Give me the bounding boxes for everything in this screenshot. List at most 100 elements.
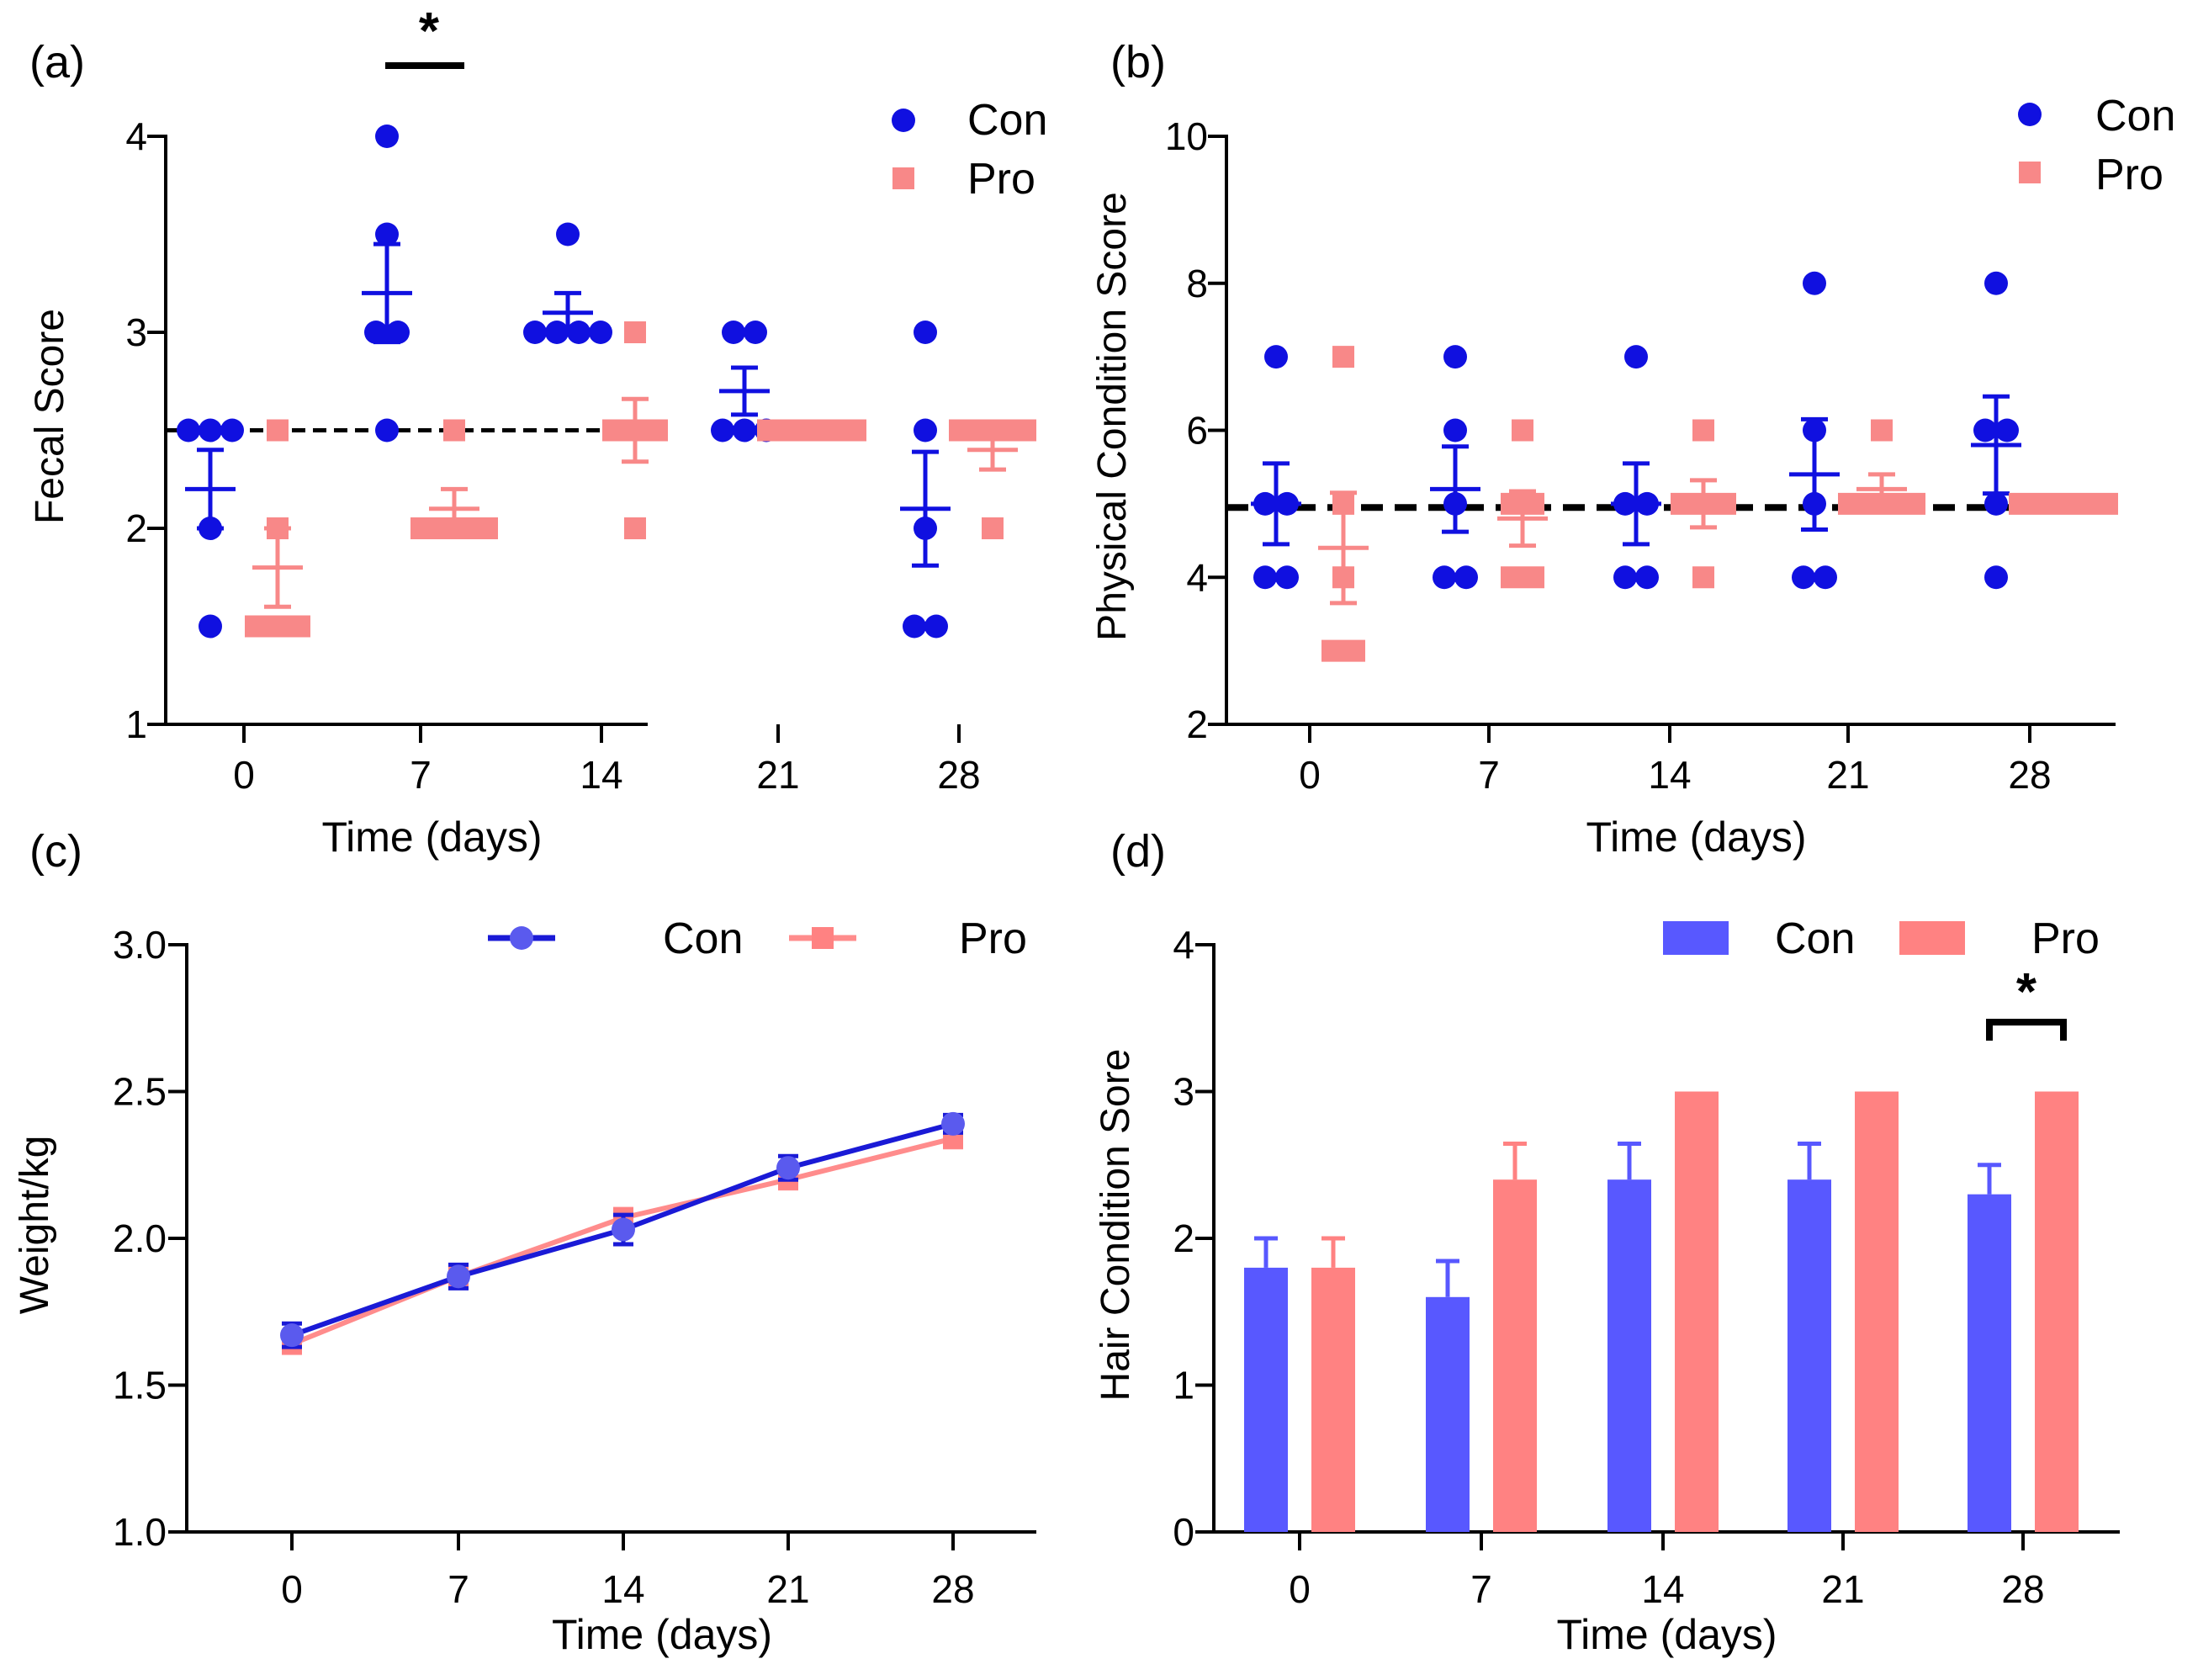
bar-pro	[1855, 1091, 1899, 1532]
data-point-con	[199, 614, 222, 639]
data-point-con	[1995, 418, 2019, 443]
panel-label: (d)	[1110, 826, 1166, 877]
data-point-con	[1253, 565, 1277, 590]
x-tick-label: 28	[937, 753, 980, 797]
data-point-con	[612, 1217, 635, 1242]
chart-panel-a: (a) 1 2 3 4 0 7 14 21 28 Fecal Score Time (days) Con…	[28, 3, 1047, 861]
legend-marker-con	[510, 926, 533, 950]
data-point-con	[589, 321, 612, 344]
x-tick-label: 14	[601, 1567, 644, 1611]
data-point-pro	[1523, 566, 1544, 589]
y-tick-label: 2.0	[113, 1216, 167, 1260]
data-point-con	[1454, 565, 1478, 590]
y-tick-label: 4	[1186, 555, 1208, 599]
data-point-pro	[1904, 492, 1925, 515]
x-tick-label: 7	[1470, 1567, 1492, 1611]
x-axis-title: Time (days)	[1556, 1611, 1777, 1658]
legend-marker-con	[2018, 103, 2042, 126]
y-tick-label: 3.0	[113, 923, 167, 967]
chart-panel-c: (c) 1.0 1.5 2.0 2.5 3.0 0 7 14 21 28 Weight/kg Time …	[13, 826, 1036, 1658]
x-tick-label: 21	[1826, 753, 1869, 797]
data-point-con	[1443, 345, 1467, 369]
data-point-con	[914, 321, 937, 344]
legend-label-pro: Pro	[959, 914, 1027, 963]
data-point-con	[364, 321, 388, 344]
bar-pro	[1493, 1179, 1537, 1532]
legend-marker-pro	[2019, 162, 2041, 183]
x-tick-label: 0	[233, 753, 255, 797]
data-point-con	[199, 418, 222, 443]
x-tick-label: 0	[281, 1567, 303, 1611]
data-point-pro	[245, 615, 267, 638]
data-point-pro	[410, 517, 432, 539]
x-tick-label: 7	[410, 753, 432, 797]
y-tick-label: 4	[1173, 923, 1194, 967]
x-tick-label: 28	[2008, 753, 2051, 797]
data-point-pro	[1692, 566, 1714, 589]
data-point-con	[711, 418, 734, 443]
legend-label-pro: Pro	[967, 155, 1035, 204]
data-point-pro	[267, 615, 289, 638]
data-point-con	[556, 222, 580, 246]
data-point-con	[733, 418, 756, 443]
y-tick-label: 3	[125, 310, 147, 354]
legend-label-con: Con	[663, 914, 743, 963]
significance-asterisk: *	[419, 3, 440, 61]
chart-panel-d: (d) 0 1 2 3 4 0 7 14 21 28 Hair Condition Sore Time …	[1094, 826, 2120, 1658]
data-point-pro	[2096, 492, 2118, 515]
panel-label: (b)	[1110, 37, 1166, 87]
data-point-con	[375, 418, 399, 443]
bar-con	[1607, 1179, 1651, 1532]
x-tick-label: 14	[1648, 753, 1691, 797]
x-tick-label: 7	[1478, 753, 1500, 797]
data-point-pro	[624, 321, 646, 343]
legend-label-pro: Pro	[2031, 914, 2100, 963]
data-point-con	[1984, 565, 2008, 590]
chart-panel-b: (b) 2 4 6 8 10 0 7 14 21 28 Physical Condition Scor…	[1090, 37, 2175, 861]
y-tick-label: 1.0	[113, 1510, 167, 1554]
bar-con	[1426, 1296, 1470, 1532]
data-point-pro	[289, 615, 310, 638]
data-point-pro	[982, 517, 1004, 539]
x-tick-label: 0	[1289, 1567, 1311, 1611]
bar-con	[1244, 1267, 1288, 1532]
x-tick-label: 7	[448, 1567, 469, 1611]
y-tick-label: 1	[125, 702, 147, 746]
data-point-con	[1984, 271, 2008, 295]
data-point-pro	[1321, 639, 1343, 662]
x-tick-label: 14	[1641, 1567, 1684, 1611]
data-point-pro	[845, 419, 866, 442]
y-tick-label: 1.5	[113, 1364, 167, 1407]
data-point-pro	[757, 419, 779, 442]
x-axis-title: Time (days)	[552, 1611, 772, 1658]
data-point-pro	[624, 517, 646, 539]
legend-marker-con	[892, 109, 915, 132]
data-point-con	[1814, 565, 1837, 590]
bar-pro	[2035, 1091, 2079, 1532]
significance-bracket	[1986, 1019, 2067, 1041]
data-point-con	[386, 321, 410, 344]
data-point-pro	[443, 419, 465, 442]
data-point-con	[375, 222, 399, 246]
data-point-con	[722, 321, 745, 344]
x-tick-label: 21	[756, 753, 799, 797]
bar-con	[1968, 1194, 2011, 1532]
bar-con	[1788, 1179, 1831, 1532]
data-point-pro	[1332, 346, 1354, 368]
data-point-con	[1275, 565, 1299, 590]
data-point-pro	[2009, 492, 2031, 515]
data-point-con	[177, 418, 200, 443]
bar-pro	[1675, 1091, 1719, 1532]
y-axis-title: Hair Condition Sore	[1094, 1049, 1138, 1402]
data-point-con	[1443, 418, 1467, 443]
data-point-con	[1635, 565, 1659, 590]
data-point-con	[744, 321, 767, 344]
data-point-pro	[1512, 419, 1533, 442]
data-point-pro	[949, 419, 971, 442]
data-point-pro	[1523, 492, 1544, 515]
y-tick-label: 6	[1186, 409, 1208, 453]
y-tick-label: 1	[1173, 1364, 1194, 1407]
y-tick-label: 0	[1173, 1510, 1194, 1554]
data-point-con	[1973, 418, 1997, 443]
y-tick-label: 8	[1186, 262, 1208, 305]
